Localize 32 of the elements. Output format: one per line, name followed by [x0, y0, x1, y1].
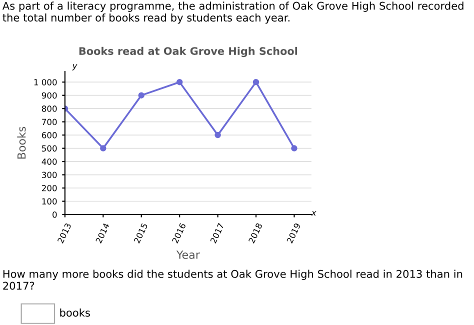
y-tick-label: 200 [42, 185, 57, 192]
point [176, 78, 183, 86]
text: How many more books did the students at Oak Grove High School read in 2013 than in 2017? [3, 270, 462, 290]
y-tick-label: 500 [42, 145, 57, 152]
chart-subtitle: As part of a literacy programme, the administration of Oak Grove High School recorded the total number of books read by students each year. [2, 2, 464, 24]
text: y [72, 64, 78, 70]
y-tick-label: 100 [42, 198, 57, 205]
y-tick-label: 1 000 [34, 79, 57, 86]
x-tick-label: 2013 [57, 222, 72, 244]
x-tick-label: 2016 [172, 222, 186, 244]
y-tick-label: 400 [42, 158, 57, 165]
point [214, 132, 221, 138]
y-tick-label: 0 [52, 211, 57, 218]
x-axis-title: Year [176, 250, 200, 259]
point [138, 92, 144, 98]
x-tick-label: 2014 [95, 222, 110, 244]
y-tick-label: 800 [42, 106, 57, 112]
y-tick-label: 300 [42, 172, 57, 178]
point [291, 145, 298, 152]
text: books [60, 308, 90, 317]
y-axis-title: Books [17, 126, 26, 159]
chart-title: Books read at Oak Grove High School [79, 46, 298, 58]
x-tick-label: 2018 [248, 222, 262, 244]
x-tick-label: 2017 [210, 222, 224, 244]
y-tick-label: 700 [42, 118, 57, 126]
point [100, 145, 106, 152]
x-tick-label: 2019 [286, 222, 301, 244]
point [252, 78, 260, 86]
x-tick-label: 2015 [134, 222, 148, 244]
annotation: x [311, 211, 316, 216]
y-tick-label: 600 [42, 132, 57, 138]
y-tick-label: 900 [42, 92, 57, 99]
